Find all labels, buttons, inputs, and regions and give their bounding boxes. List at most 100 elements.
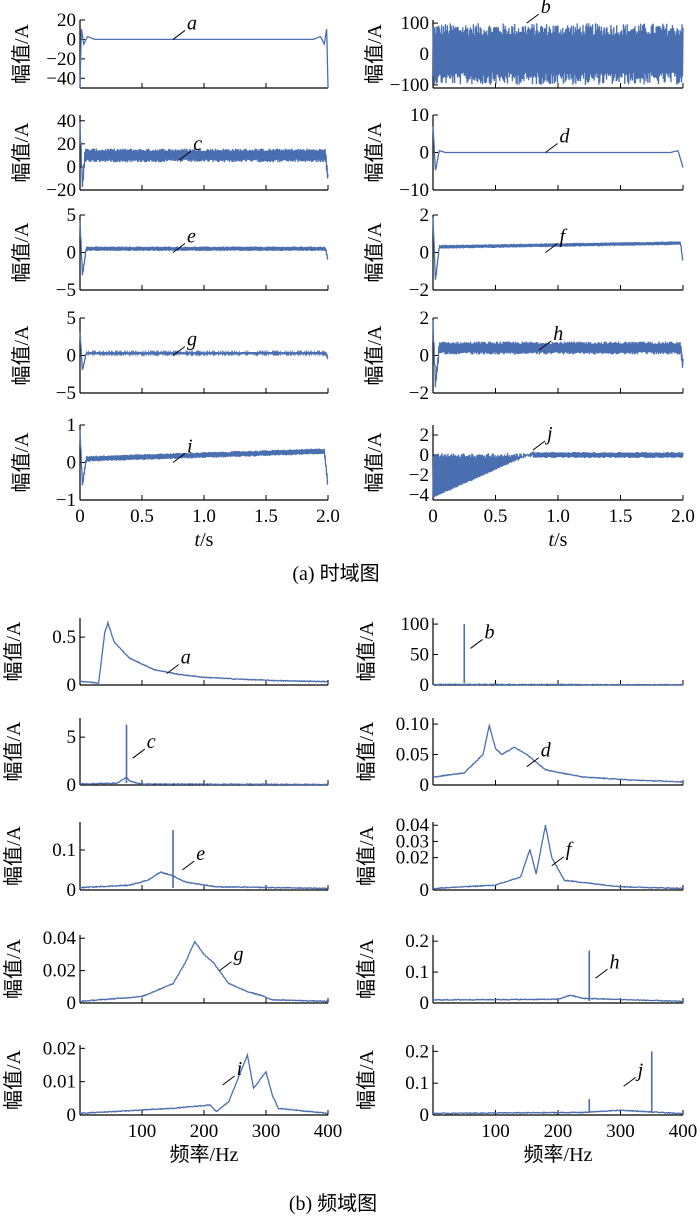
annotation-leader — [595, 968, 608, 979]
panel-time-a: 200−20−40 幅值/A a — [10, 10, 329, 89]
annotation-leader — [470, 639, 483, 649]
series-label-b: b — [485, 621, 495, 643]
signal-trace-e — [79, 871, 329, 890]
y-tick-label: 0.04 — [396, 815, 430, 836]
y-tick-label: 0.1 — [405, 962, 429, 983]
x-tick-label: 0.5 — [484, 506, 508, 527]
panel-time-d: 10 0 −10 幅值/A d — [363, 105, 684, 201]
y-axis-label: 幅值/A — [363, 222, 386, 283]
y-tick-label: 0 — [420, 993, 430, 1014]
annotation-leader — [222, 1075, 235, 1086]
annotation-leader — [172, 346, 186, 356]
panel-time-f: 2 0 −2 幅值/A f — [363, 205, 684, 301]
y-tick-label: 0 — [67, 243, 77, 264]
panel-freq-g: 0.04 0.02 0 幅值/A g — [2, 928, 329, 1014]
y-axis-label: 幅值/A — [363, 23, 386, 84]
y-tick-label: 0 — [420, 44, 430, 65]
y-axis-label: 幅值/A — [355, 621, 378, 682]
y-axis-label: 幅值/A — [2, 825, 25, 886]
y-tick-label: 0 — [67, 880, 77, 901]
caption-frequency-domain: (b) 频域图 — [289, 1192, 377, 1215]
x-tick-label: 1.5 — [254, 506, 278, 527]
x-tick-label: 2.0 — [671, 506, 695, 527]
y-axis-label: 幅值/A — [10, 432, 33, 493]
y-tick-label: 0.10 — [396, 714, 429, 735]
y-tick-label: 0 — [67, 675, 77, 696]
series-label-i: i — [237, 1058, 243, 1080]
signal-trace-g — [79, 332, 329, 371]
y-axis-label: 幅值/A — [2, 621, 25, 682]
panel-freq-i: 0.02 0.01 0 100 200 300 400 频率/Hz 幅值/A i — [2, 1038, 342, 1166]
y-tick-label: 0.05 — [396, 745, 429, 766]
y-axis-label: 幅值/A — [363, 432, 386, 493]
y-tick-label: 0 — [420, 880, 430, 901]
y-tick-label: 0.1 — [405, 1073, 429, 1094]
y-axis-label: 幅值/A — [355, 825, 378, 886]
y-tick-label: 10 — [410, 105, 429, 126]
signal-trace-c — [79, 121, 329, 188]
y-axis-label: 幅值/A — [10, 222, 33, 283]
annotation-leader — [219, 961, 232, 972]
x-tick-label: 100 — [481, 1121, 510, 1142]
y-tick-label: 0 — [67, 993, 77, 1014]
signal-trace-j — [432, 450, 684, 498]
x-axis-label: t/s — [195, 529, 214, 551]
signal-trace-a — [79, 620, 329, 684]
signal-trace-d — [432, 126, 684, 171]
series-label-g: g — [234, 944, 244, 966]
y-axis-label: 幅值/A — [355, 938, 378, 999]
panel-freq-e: 0.1 0 幅值/A e — [2, 822, 329, 901]
annotation-leader — [166, 664, 180, 674]
y-tick-label: −5 — [56, 383, 76, 404]
signal-trace-e — [79, 220, 329, 276]
signal-trace-b — [432, 683, 684, 686]
series-label-d: d — [560, 126, 571, 148]
y-tick-label: 5 — [67, 308, 77, 329]
y-tick-label: −20 — [46, 49, 76, 70]
y-tick-label: 0.04 — [43, 928, 77, 949]
series-label-c: c — [147, 731, 156, 753]
x-tick-label: 1.0 — [546, 506, 570, 527]
series-label-g: g — [187, 329, 197, 351]
y-axis-label: 幅值/A — [10, 23, 33, 84]
y-tick-label: 2 — [420, 425, 430, 446]
y-tick-label: 5 — [67, 205, 77, 226]
y-axis-label: 幅值/A — [363, 325, 386, 386]
panel-freq-b: 100 50 0 幅值/A b — [355, 614, 684, 696]
x-tick-label: 200 — [544, 1121, 573, 1142]
panel-freq-f: 0.040.030.02 0 幅值/A f — [355, 815, 684, 901]
y-axis-label: 幅值/A — [10, 325, 33, 386]
signal-trace-h — [432, 319, 684, 388]
x-tick-label: 0.5 — [130, 506, 154, 527]
panel-freq-d: 0.10 0.05 0 幅值/A d — [355, 714, 684, 796]
y-tick-label: 0 — [420, 143, 430, 164]
panel-time-h: 2 0 −2 幅值/A h — [363, 308, 684, 404]
y-tick-label: 0.02 — [43, 961, 76, 982]
x-tick-label: 400 — [669, 1121, 698, 1142]
y-tick-label: 0 — [67, 157, 77, 178]
x-tick-label: 0 — [428, 506, 438, 527]
signal-trace-i — [79, 430, 329, 486]
series-label-j: j — [544, 423, 553, 445]
y-tick-label: 0 — [420, 1105, 430, 1126]
panel-freq-c: 5 0 幅值/A c — [2, 718, 329, 796]
panel-time-e: 5 0 −5 幅值/A e — [10, 205, 329, 301]
series-label-j: j — [635, 1059, 644, 1081]
y-tick-label: 0 — [67, 453, 77, 474]
x-tick-label: 200 — [190, 1121, 219, 1142]
y-tick-label: 20 — [57, 134, 76, 155]
signal-trace-h — [432, 994, 684, 1003]
annotation-leader — [551, 856, 565, 867]
series-label-b: b — [541, 0, 551, 18]
y-tick-label: 0 — [420, 675, 430, 696]
y-axis-label: 幅值/A — [2, 721, 25, 782]
series-label-d: d — [541, 740, 552, 762]
x-axis-label: t/s — [549, 529, 568, 551]
annotation-leader — [132, 748, 145, 759]
y-tick-label: 0 — [67, 29, 77, 50]
x-tick-label: 100 — [128, 1121, 157, 1142]
x-tick-label: 2.0 — [316, 506, 340, 527]
annotation-leader — [545, 243, 558, 253]
y-tick-label: 0.02 — [43, 1038, 76, 1059]
y-tick-label: 0.03 — [396, 831, 429, 852]
